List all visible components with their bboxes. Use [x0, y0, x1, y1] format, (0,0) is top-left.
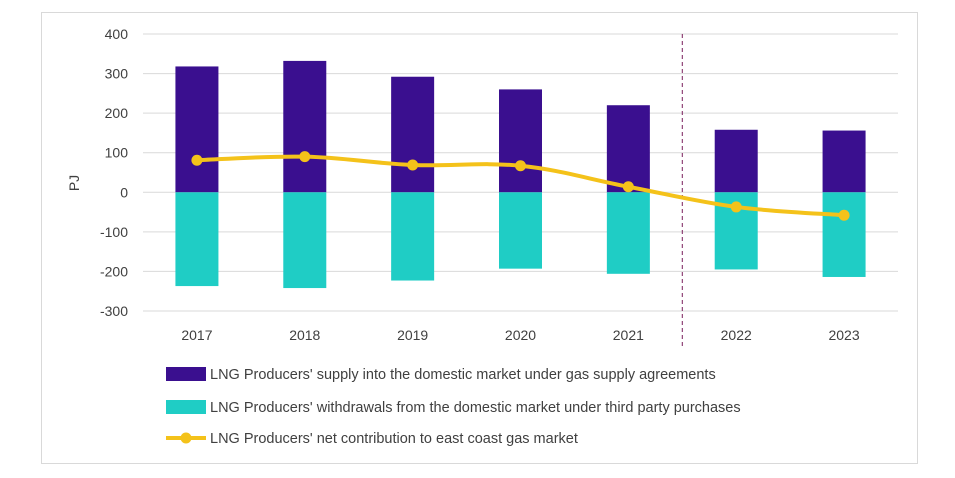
- supply-bar-2017: [175, 66, 219, 193]
- supply-bar-2020: [499, 89, 542, 193]
- legend-label: LNG Producers' withdrawals from the dome…: [210, 400, 741, 416]
- legend-marker: [180, 432, 192, 444]
- x-tick-label: 2022: [721, 327, 752, 343]
- legend: LNG Producers' supply into the domestic …: [166, 367, 741, 447]
- x-tick-label: 2023: [828, 327, 859, 343]
- y-tick-label: -200: [100, 263, 128, 279]
- supply-bar-2022: [714, 129, 758, 193]
- supply-bar-2018: [283, 60, 327, 193]
- y-tick-label: -300: [100, 303, 128, 319]
- net-point-2017: [191, 154, 203, 166]
- y-tick-label: 300: [105, 66, 129, 82]
- net-contribution-series: [191, 151, 850, 221]
- withdrawal-bar-2017: [175, 192, 219, 287]
- net-point-2019: [407, 159, 419, 171]
- withdrawal-bar-2018: [283, 192, 327, 289]
- x-tick-label: 2018: [289, 327, 320, 343]
- bars: [175, 60, 866, 289]
- x-tick-label: 2019: [397, 327, 428, 343]
- supply-bar-2019: [391, 76, 435, 193]
- y-axis-label: PJ: [66, 175, 82, 191]
- supply-bar-2021: [606, 105, 650, 193]
- withdrawal-bar-2020: [499, 192, 542, 269]
- legend-swatch: [166, 400, 206, 414]
- net-point-2022: [730, 201, 742, 213]
- net-point-2021: [622, 181, 634, 193]
- legend-swatch: [166, 367, 206, 381]
- y-tick-label: 0: [120, 184, 128, 200]
- x-axis-ticks: 2017 2018 2019 2020 2021 2022 2023: [181, 327, 860, 343]
- y-tick-label: 100: [105, 145, 129, 161]
- withdrawal-bar-2019: [391, 192, 435, 281]
- x-tick-label: 2020: [505, 327, 536, 343]
- withdrawal-bar-2023: [822, 192, 866, 277]
- legend-label: LNG Producers' net contribution to east …: [210, 431, 578, 447]
- y-tick-label: -100: [100, 224, 128, 240]
- withdrawal-bar-2021: [606, 192, 650, 274]
- y-axis-ticks: 400 300 200 100 0 -100 -200 -300: [100, 26, 128, 319]
- net-point-2018: [299, 151, 311, 163]
- x-tick-label: 2017: [181, 327, 212, 343]
- y-tick-label: 200: [105, 105, 129, 121]
- supply-bar-2023: [822, 130, 866, 193]
- legend-label: LNG Producers' supply into the domestic …: [210, 367, 716, 383]
- net-point-2020: [515, 160, 526, 172]
- net-point-2023: [838, 209, 850, 221]
- x-tick-label: 2021: [613, 327, 644, 343]
- y-tick-label: 400: [105, 26, 129, 42]
